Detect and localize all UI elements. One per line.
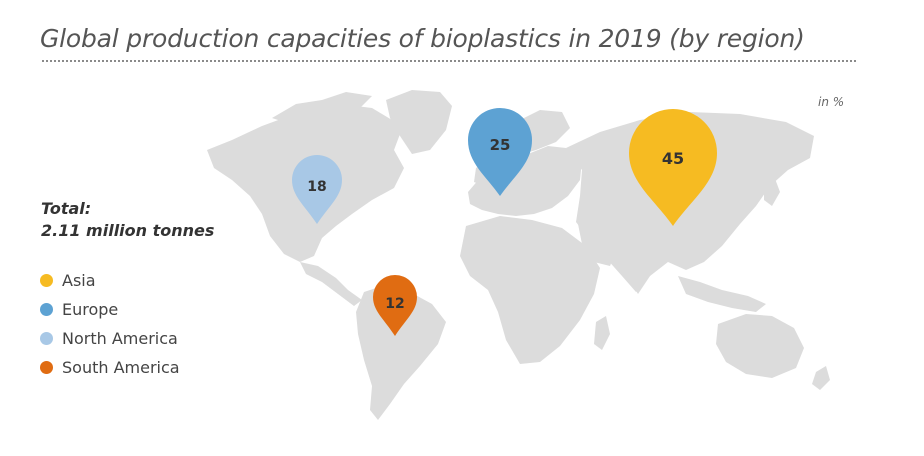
pin-south-america: 12 — [373, 275, 417, 336]
pin-asia-label: 45 — [662, 149, 684, 168]
pin-north-america-label: 18 — [307, 179, 326, 195]
south-america-landmass — [356, 284, 446, 420]
australia-landmass — [716, 314, 804, 378]
legend-label-asia: Asia — [62, 271, 96, 290]
japan-landmass — [764, 176, 780, 206]
legend-dot-north-america — [40, 332, 53, 345]
pin-europe-label: 25 — [490, 136, 511, 154]
pin-north-america-marker — [292, 155, 342, 224]
chart-title: Global production capacities of bioplast… — [40, 24, 805, 53]
legend-dot-europe — [40, 303, 53, 316]
new-zealand-landmass — [812, 366, 830, 390]
pin-south-america-label: 12 — [385, 296, 404, 312]
southeast-asia-landmass — [678, 276, 766, 312]
legend-dot-south-america — [40, 361, 53, 374]
legend-item-south-america: South America — [40, 353, 180, 382]
legend-dot-asia — [40, 274, 53, 287]
greenland-landmass — [386, 90, 452, 154]
legend-label-north-america: North America — [62, 329, 178, 348]
pin-europe: 25 — [468, 108, 532, 196]
madagascar-landmass — [594, 316, 610, 350]
arabia-landmass — [578, 224, 618, 266]
legend-label-south-america: South America — [62, 358, 180, 377]
legend-label-europe: Europe — [62, 300, 119, 319]
pin-asia: 45 — [629, 109, 717, 226]
legend-item-asia: Asia — [40, 266, 180, 295]
pin-south-america-marker — [373, 275, 417, 336]
legend: Asia Europe North America South America — [40, 266, 180, 382]
pin-europe-marker — [468, 108, 532, 196]
central-america-landmass — [300, 262, 362, 306]
pin-north-america: 18 — [292, 155, 342, 224]
africa-landmass — [460, 216, 600, 364]
region-pins: 45 25 18 12 — [292, 108, 717, 336]
legend-item-north-america: North America — [40, 324, 180, 353]
total-label: Total: — [41, 199, 92, 218]
europe-landmass — [468, 146, 582, 216]
title-divider — [42, 60, 856, 62]
unit-label: in % — [818, 95, 845, 109]
arctic-islands-landmass — [272, 92, 372, 124]
india-landmass — [620, 236, 660, 294]
total-value: 2.11 million tonnes — [41, 221, 215, 240]
pin-asia-marker — [629, 109, 717, 226]
legend-item-europe: Europe — [40, 295, 180, 324]
total-block: Total: 2.11 million tonnes — [41, 198, 214, 242]
